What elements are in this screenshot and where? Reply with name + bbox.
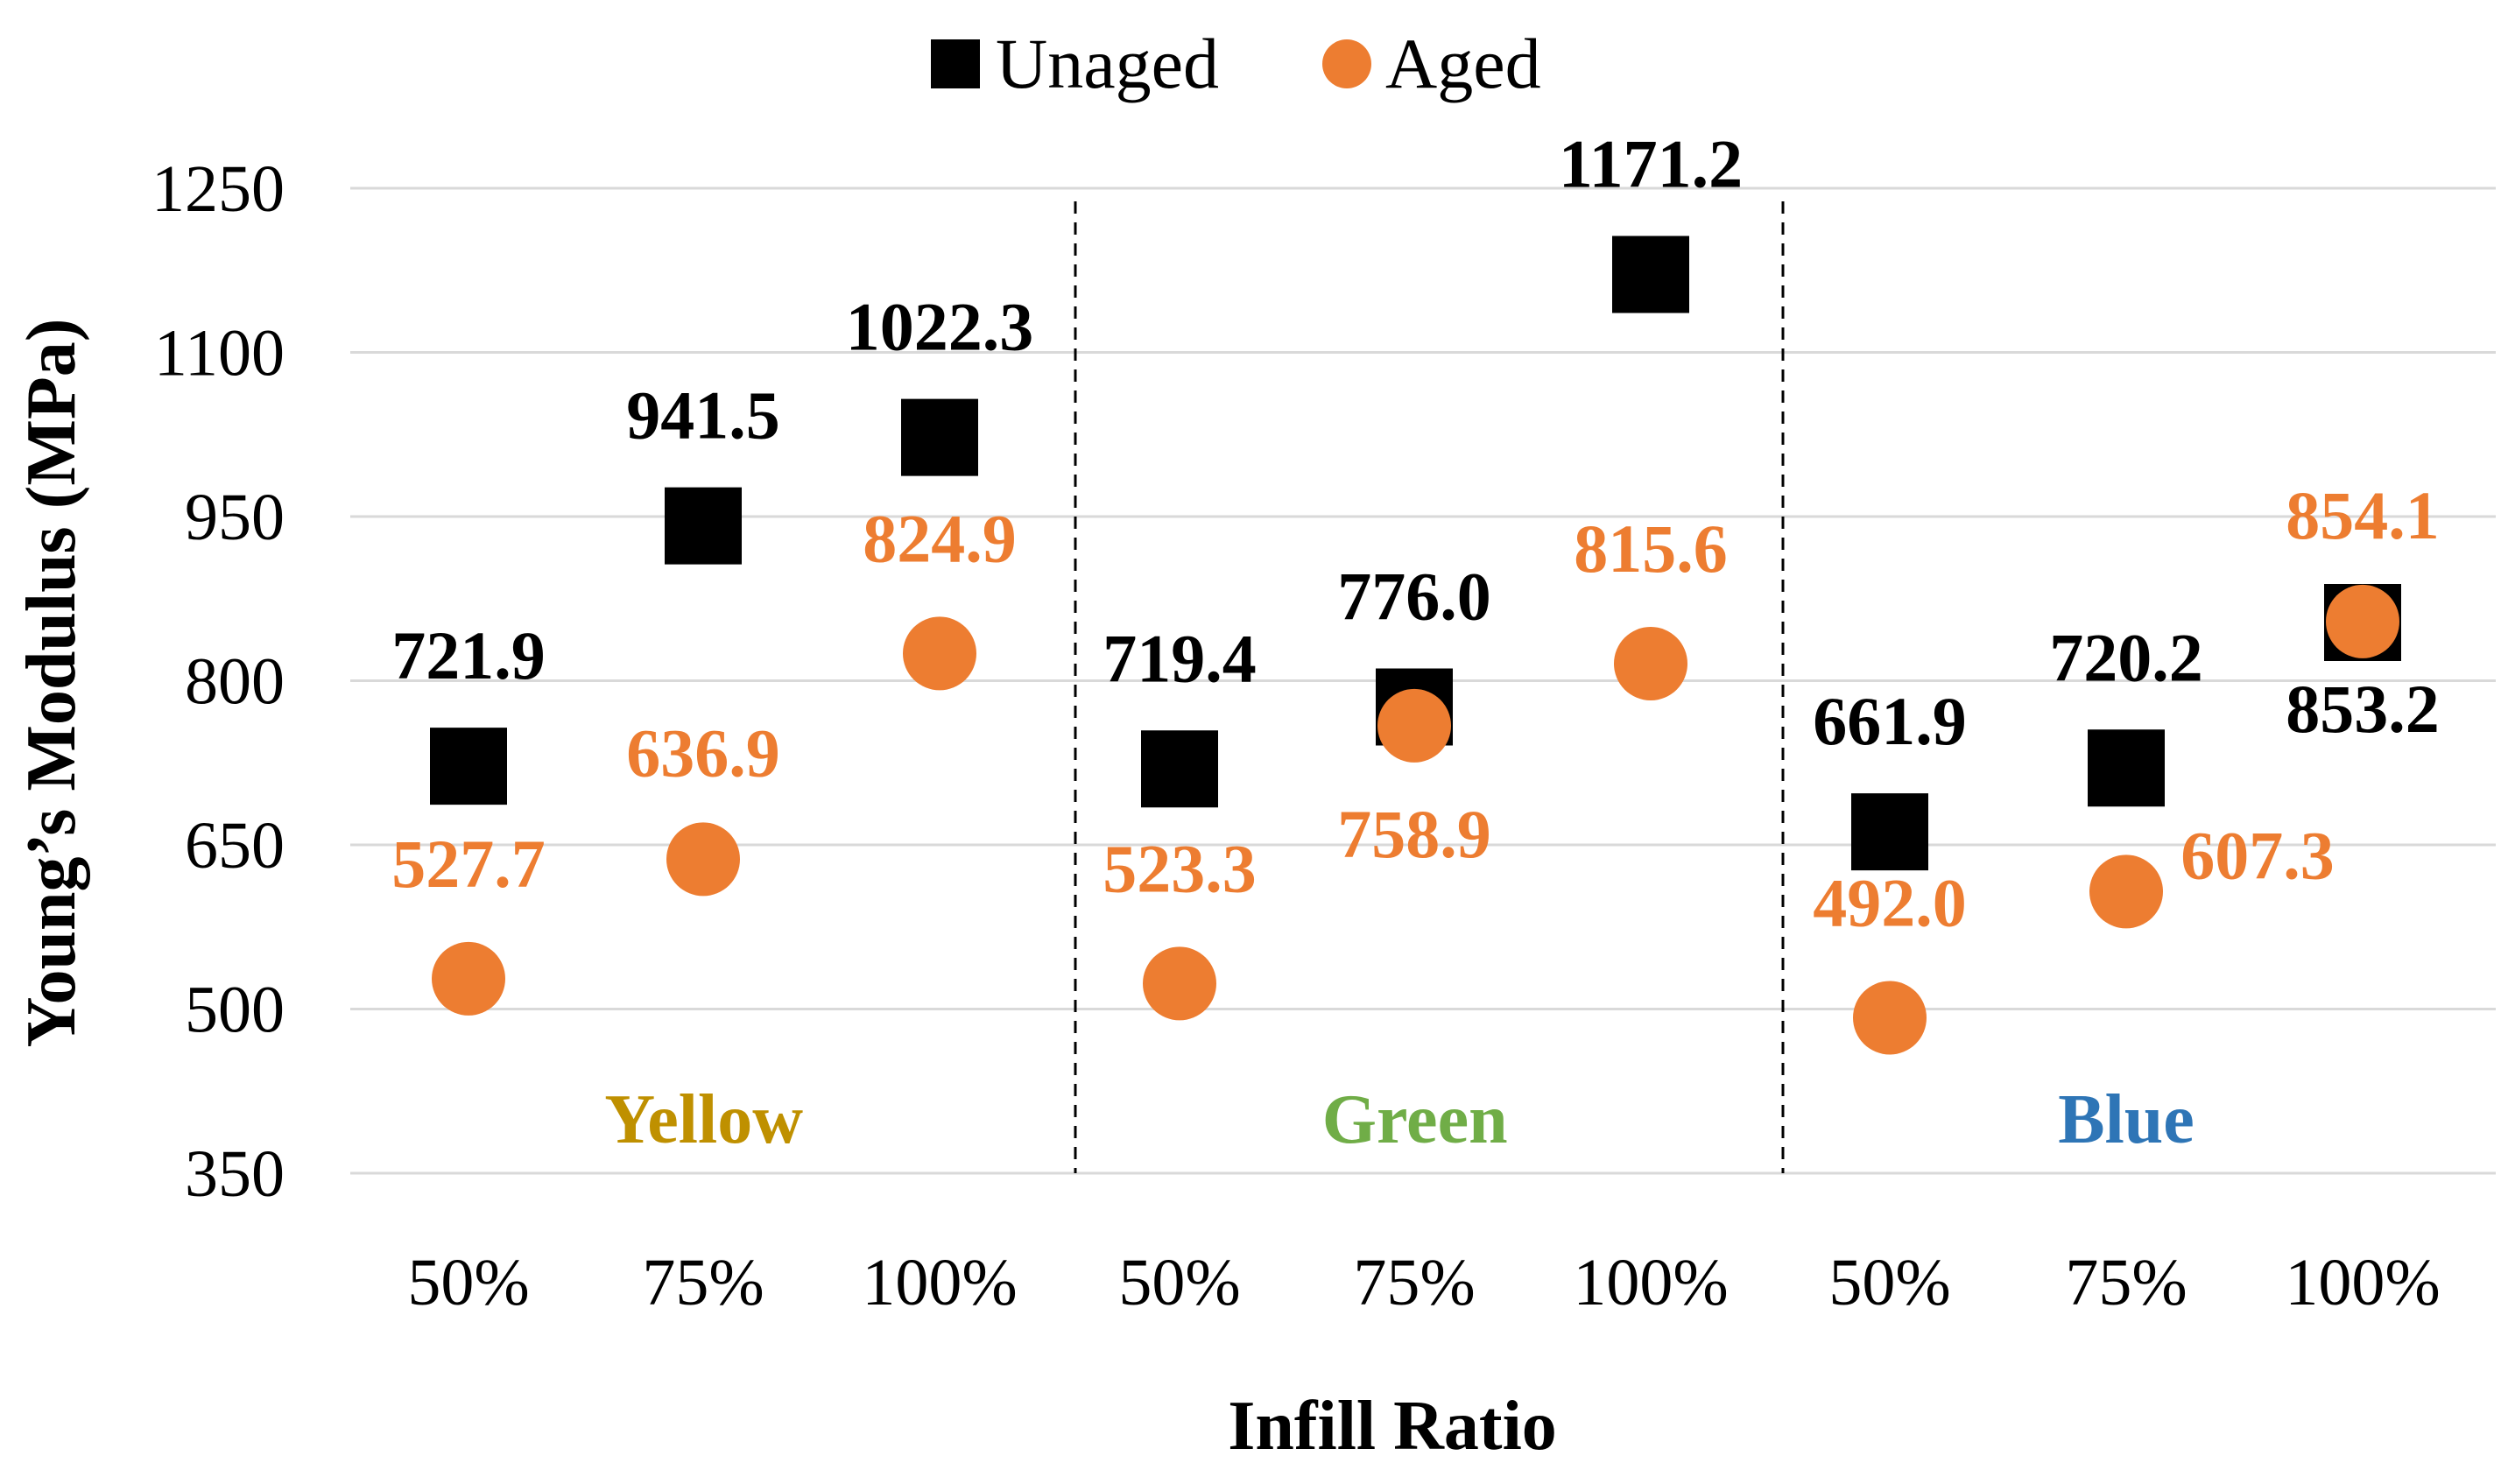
x-tick-label: 75% bbox=[2065, 1246, 2187, 1319]
x-tick-label: 75% bbox=[1353, 1246, 1475, 1319]
y-tick-label: 650 bbox=[185, 809, 285, 883]
data-label-aged: 758.9 bbox=[1337, 796, 1491, 872]
group-labels: Yellow Green Blue bbox=[604, 1081, 2194, 1158]
x-axis-ticks: 50% 75% 100% 50% 75% 100% 50% 75% 100% bbox=[407, 1246, 2440, 1319]
marker-unaged bbox=[430, 728, 507, 805]
data-label-unaged: 853.2 bbox=[2286, 671, 2440, 747]
marker-unaged bbox=[901, 398, 978, 476]
y-axis-ticks: 350 500 650 800 950 1100 1250 bbox=[151, 152, 285, 1211]
data-labels: 721.9 941.5 1022.3 719.4 776.0 1171.2 661.9 720… bbox=[391, 126, 2440, 941]
legend-label-aged: Aged bbox=[1385, 24, 1541, 103]
y-axis-title: Young’s Modulus (MPa) bbox=[13, 319, 90, 1048]
data-label-unaged: 941.5 bbox=[626, 377, 780, 454]
marker-unaged bbox=[1141, 730, 1218, 808]
data-label-unaged: 1171.2 bbox=[1559, 126, 1743, 202]
x-tick-label: 50% bbox=[1828, 1246, 1950, 1319]
x-tick-label: 100% bbox=[2285, 1246, 2440, 1319]
data-label-aged: 636.9 bbox=[626, 714, 780, 791]
data-label-unaged: 1022.3 bbox=[846, 289, 1034, 365]
marker-aged bbox=[1853, 981, 1927, 1055]
data-label-unaged: 719.4 bbox=[1103, 620, 1257, 696]
y-tick-label: 800 bbox=[185, 645, 285, 719]
marker-unaged bbox=[665, 487, 742, 565]
group-label: Blue bbox=[2058, 1081, 2195, 1158]
data-label-aged: 527.7 bbox=[391, 826, 546, 902]
legend-label-unaged: Unaged bbox=[996, 24, 1219, 103]
x-tick-label: 100% bbox=[862, 1246, 1017, 1319]
x-tick-label: 50% bbox=[407, 1246, 529, 1319]
data-label-aged: 492.0 bbox=[1813, 865, 1967, 941]
data-label-aged: 854.1 bbox=[2286, 477, 2440, 553]
x-tick-label: 50% bbox=[1118, 1246, 1240, 1319]
legend-marker-unaged bbox=[931, 39, 980, 88]
data-markers bbox=[430, 236, 2401, 1055]
group-label: Yellow bbox=[604, 1081, 803, 1158]
group-label: Green bbox=[1322, 1081, 1508, 1158]
y-tick-label: 500 bbox=[185, 974, 285, 1047]
x-axis-title: Infill Ratio bbox=[1228, 1388, 1557, 1465]
marker-aged bbox=[666, 822, 740, 897]
marker-aged bbox=[903, 616, 976, 691]
y-tick-label: 950 bbox=[185, 481, 285, 554]
data-label-aged: 824.9 bbox=[863, 500, 1017, 576]
marker-aged bbox=[2089, 855, 2163, 929]
data-label-aged: 815.6 bbox=[1574, 510, 1728, 587]
data-label-aged: 523.3 bbox=[1103, 830, 1257, 906]
data-label-unaged: 661.9 bbox=[1813, 683, 1967, 759]
legend: Unaged Aged bbox=[931, 24, 1541, 103]
marker-aged bbox=[1143, 946, 1216, 1021]
data-label-aged: 607.3 bbox=[2180, 817, 2335, 893]
data-label-unaged: 721.9 bbox=[391, 617, 546, 693]
marker-aged bbox=[2326, 584, 2399, 658]
x-tick-label: 100% bbox=[1573, 1246, 1728, 1319]
marker-aged bbox=[1614, 627, 1687, 700]
marker-unaged bbox=[1612, 236, 1689, 313]
x-tick-label: 75% bbox=[642, 1246, 764, 1319]
marker-unaged bbox=[2088, 729, 2165, 807]
y-tick-label: 350 bbox=[185, 1137, 285, 1211]
marker-unaged bbox=[1851, 793, 1928, 871]
legend-marker-aged bbox=[1322, 39, 1371, 88]
data-label-unaged: 720.2 bbox=[2049, 619, 2203, 695]
marker-aged bbox=[432, 941, 505, 1016]
marker-aged bbox=[1377, 688, 1451, 763]
group-separators bbox=[1074, 201, 1785, 1173]
data-label-unaged: 776.0 bbox=[1337, 559, 1491, 635]
y-tick-label: 1100 bbox=[154, 317, 285, 390]
y-tick-label: 1250 bbox=[151, 152, 285, 226]
